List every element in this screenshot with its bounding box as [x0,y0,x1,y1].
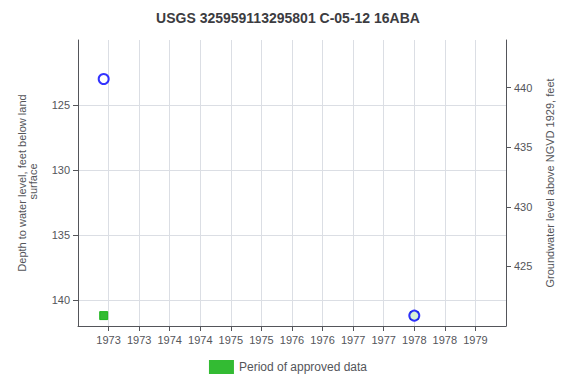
svg-text:1974: 1974 [157,334,181,346]
svg-text:1974: 1974 [188,334,212,346]
svg-text:435: 435 [514,141,532,153]
svg-text:1978: 1978 [402,334,426,346]
svg-text:130: 130 [52,164,70,176]
svg-text:USGS 325959113295801 C-05-12 1: USGS 325959113295801 C-05-12 16ABA [156,10,420,26]
svg-text:140: 140 [52,294,70,306]
svg-text:Groundwater level above NGVD 1: Groundwater level above NGVD 1929, feet [544,78,556,287]
svg-text:Period of approved data: Period of approved data [239,360,367,374]
svg-text:430: 430 [514,201,532,213]
svg-text:425: 425 [514,260,532,272]
svg-text:1976: 1976 [280,334,304,346]
svg-text:125: 125 [52,99,70,111]
svg-text:1975: 1975 [249,334,273,346]
svg-text:1973: 1973 [96,334,120,346]
svg-text:1975: 1975 [219,334,243,346]
svg-text:1976: 1976 [310,334,334,346]
svg-text:1977: 1977 [341,334,365,346]
svg-text:surface: surface [27,163,39,202]
svg-text:440: 440 [514,82,532,94]
svg-text:1977: 1977 [371,334,395,346]
svg-text:1978: 1978 [433,334,457,346]
svg-text:1973: 1973 [127,334,151,346]
svg-text:1979: 1979 [463,334,487,346]
svg-text:135: 135 [52,229,70,241]
svg-text:Depth to water level, feet bel: Depth to water level, feet below land [15,94,28,272]
